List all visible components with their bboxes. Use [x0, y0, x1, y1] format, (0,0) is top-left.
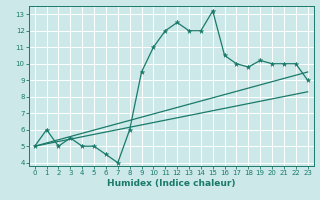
X-axis label: Humidex (Indice chaleur): Humidex (Indice chaleur)	[107, 179, 236, 188]
